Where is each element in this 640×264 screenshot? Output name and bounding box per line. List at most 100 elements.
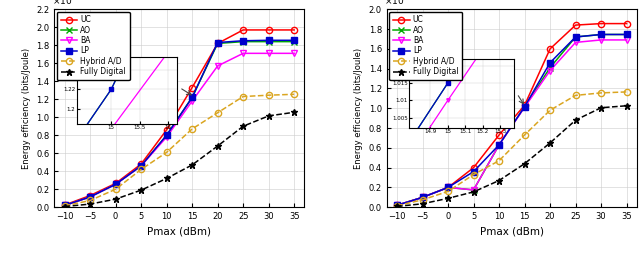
Fully Digital — [86, 202, 94, 206]
UC — [470, 166, 477, 169]
Fully Digital — [470, 190, 477, 194]
Hybrid A/D — [470, 173, 477, 176]
UC — [623, 22, 630, 25]
Hybrid A/D — [112, 188, 120, 191]
LP — [419, 196, 426, 199]
Hybrid A/D — [239, 95, 247, 98]
LP — [239, 39, 247, 42]
BA — [444, 186, 452, 189]
Line: Fully Digital: Fully Digital — [61, 109, 297, 210]
BA — [521, 106, 529, 109]
AO — [137, 164, 145, 167]
LP — [265, 39, 273, 42]
AO — [495, 143, 503, 147]
BA — [163, 135, 170, 139]
BA — [470, 188, 477, 191]
Legend: UC, AO, BA, LP, Hybrid A/D, Fully Digital: UC, AO, BA, LP, Hybrid A/D, Fully Digita… — [57, 12, 130, 80]
LP — [623, 33, 630, 36]
Text: $\times10^7$: $\times10^7$ — [385, 0, 409, 7]
BA — [597, 38, 605, 41]
AO — [265, 40, 273, 43]
UC — [444, 186, 452, 189]
Fully Digital — [572, 119, 579, 122]
BA — [572, 41, 579, 44]
AO — [623, 33, 630, 36]
BA — [239, 52, 247, 55]
AO — [597, 33, 605, 36]
BA — [137, 164, 145, 167]
AO — [393, 204, 401, 207]
Line: UC: UC — [394, 21, 630, 208]
Line: Hybrid A/D: Hybrid A/D — [61, 91, 297, 209]
Line: UC: UC — [61, 27, 297, 208]
BA — [495, 143, 503, 147]
LP — [137, 164, 145, 167]
BA — [61, 204, 68, 207]
UC — [61, 203, 68, 206]
LP — [112, 183, 120, 186]
BA — [393, 204, 401, 207]
AO — [291, 40, 298, 43]
BA — [623, 38, 630, 41]
UC — [291, 28, 298, 31]
BA — [291, 52, 298, 55]
Fully Digital — [112, 197, 120, 201]
LP — [495, 143, 503, 147]
AO — [419, 196, 426, 199]
AO — [470, 188, 477, 191]
Hybrid A/D — [495, 159, 503, 162]
AO — [444, 186, 452, 189]
Hybrid A/D — [137, 168, 145, 171]
Fully Digital — [188, 163, 196, 167]
AO — [547, 66, 554, 69]
LP — [393, 204, 401, 207]
UC — [521, 104, 529, 107]
LP — [521, 105, 529, 108]
Fully Digital — [623, 104, 630, 107]
UC — [547, 47, 554, 50]
Hybrid A/D — [188, 127, 196, 130]
Line: AO: AO — [394, 31, 630, 208]
Line: BA: BA — [61, 50, 297, 209]
AO — [214, 42, 221, 45]
LP — [547, 61, 554, 64]
AO — [572, 35, 579, 39]
UC — [239, 28, 247, 31]
UC — [163, 128, 170, 131]
Hybrid A/D — [597, 91, 605, 95]
BA — [547, 69, 554, 72]
Line: BA: BA — [394, 37, 630, 208]
X-axis label: Pmax (dBm): Pmax (dBm) — [147, 227, 211, 237]
Hybrid A/D — [521, 133, 529, 136]
Line: Hybrid A/D: Hybrid A/D — [394, 89, 630, 209]
BA — [86, 195, 94, 199]
Fully Digital — [547, 141, 554, 144]
Fully Digital — [163, 177, 170, 180]
Hybrid A/D — [291, 93, 298, 96]
UC — [137, 162, 145, 166]
BA — [419, 196, 426, 199]
Y-axis label: Energy efficiency (bits/Joule): Energy efficiency (bits/Joule) — [22, 48, 31, 169]
BA — [214, 64, 221, 68]
Hybrid A/D — [61, 204, 68, 208]
LP — [163, 134, 170, 137]
AO — [521, 105, 529, 108]
Hybrid A/D — [444, 190, 452, 193]
LP — [61, 204, 68, 207]
UC — [265, 28, 273, 31]
LP — [188, 96, 196, 99]
AO — [112, 183, 120, 186]
AO — [239, 40, 247, 43]
Text: $\times10^7$: $\times10^7$ — [52, 0, 77, 7]
LP — [86, 195, 94, 199]
Fully Digital — [291, 111, 298, 114]
Fully Digital — [239, 125, 247, 128]
Hybrid A/D — [547, 109, 554, 112]
AO — [163, 134, 170, 137]
BA — [188, 100, 196, 103]
UC — [419, 196, 426, 199]
UC — [495, 133, 503, 136]
Fully Digital — [419, 202, 426, 205]
BA — [265, 52, 273, 55]
Fully Digital — [444, 197, 452, 200]
